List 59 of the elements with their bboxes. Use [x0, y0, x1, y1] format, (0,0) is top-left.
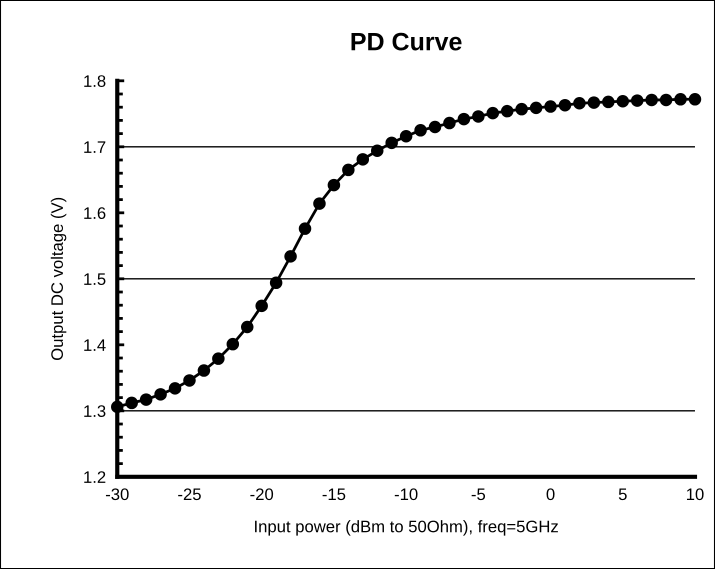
point — [500, 104, 514, 118]
chart-title: PD Curve — [352, 32, 462, 50]
x-tick-label: -5 — [472, 488, 486, 500]
point — [660, 94, 672, 106]
point — [443, 116, 456, 130]
point — [630, 94, 644, 107]
y-tick-label: 1.8 — [84, 75, 106, 87]
point — [428, 120, 442, 134]
x-tick-label: 10 — [686, 488, 704, 500]
x-tick-label: -20 — [250, 488, 274, 500]
point — [370, 144, 384, 158]
point — [198, 364, 210, 377]
point — [616, 95, 630, 108]
x-tick-label: 0 — [546, 488, 555, 500]
y-tick-label: 1.2 — [84, 471, 106, 483]
y-axis-title: Output DC voltage (V) — [50, 198, 66, 360]
y-tick-label: 1.5 — [84, 273, 106, 286]
x-tick-label: 5 — [618, 488, 627, 500]
point — [356, 153, 370, 166]
point — [154, 388, 167, 401]
point — [645, 94, 658, 106]
x-axis-title: Input power (dBm to 50Ohm), freq=5GHz — [255, 520, 558, 536]
point — [458, 112, 470, 126]
point — [284, 250, 297, 263]
point — [544, 100, 557, 113]
y-tick-label: 1.7 — [84, 141, 106, 153]
y-tick-label: 1.6 — [84, 207, 106, 220]
point — [226, 338, 240, 350]
point — [674, 93, 687, 106]
point — [486, 106, 500, 120]
point — [400, 130, 412, 142]
point — [240, 320, 254, 334]
point — [602, 96, 615, 108]
point — [688, 93, 702, 106]
point — [573, 96, 586, 110]
x-tick-label: -25 — [178, 488, 201, 500]
point — [328, 178, 340, 192]
point — [212, 352, 225, 365]
y-tick-label: 1.3 — [84, 405, 106, 418]
point — [414, 124, 427, 137]
point — [558, 98, 572, 112]
point — [298, 222, 312, 235]
x-tick-label: -30 — [106, 488, 129, 500]
point — [255, 300, 268, 312]
point — [385, 136, 398, 150]
point — [313, 197, 326, 210]
point — [588, 96, 600, 109]
point — [168, 382, 182, 395]
point — [125, 396, 138, 410]
point — [140, 393, 152, 406]
point — [183, 374, 196, 387]
point — [472, 110, 485, 123]
y-tick-label: 1.4 — [84, 339, 106, 351]
x-tick-label: -15 — [322, 488, 346, 500]
x-tick-label: -10 — [394, 488, 418, 500]
point — [270, 276, 282, 290]
point — [342, 164, 355, 176]
point — [530, 102, 542, 114]
point — [515, 102, 528, 116]
